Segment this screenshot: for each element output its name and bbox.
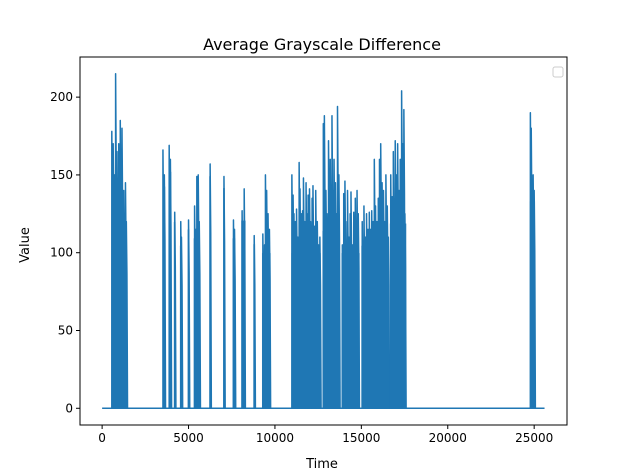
series-burst xyxy=(253,234,257,410)
y-tick-label: 150 xyxy=(50,168,73,182)
series-line xyxy=(241,188,247,410)
y-axis-label: Value xyxy=(18,227,33,263)
series-burst xyxy=(529,111,537,410)
series-line xyxy=(291,161,322,410)
series-line xyxy=(253,234,257,410)
series-line xyxy=(187,219,191,410)
series-burst xyxy=(173,211,177,410)
series-line xyxy=(162,149,167,410)
plot-area: 0 5000 10000 15000 20000 25000 0 50 100 150 200 xyxy=(50,56,568,445)
series-line xyxy=(232,219,237,410)
legend-box xyxy=(552,66,564,78)
series-line xyxy=(361,143,391,410)
x-tick-label: 5000 xyxy=(173,431,204,445)
x-tick-label: 25000 xyxy=(515,431,553,445)
series-line xyxy=(389,90,407,410)
series-burst xyxy=(162,149,167,410)
x-tick-label: 15000 xyxy=(342,431,380,445)
series-line xyxy=(173,211,177,410)
series-burst xyxy=(179,220,184,410)
y-tick-label: 200 xyxy=(50,90,73,104)
series-line xyxy=(179,220,184,410)
series-burst xyxy=(341,180,361,410)
series-line xyxy=(341,180,361,410)
series-burst xyxy=(389,90,407,410)
series-line xyxy=(193,174,202,410)
ticks-group: 0 5000 10000 15000 20000 25000 0 50 100 150 200 xyxy=(50,90,553,445)
series-burst xyxy=(209,163,213,410)
series-line xyxy=(261,174,272,410)
series-line xyxy=(529,111,537,410)
series-burst xyxy=(241,188,247,410)
series-line xyxy=(322,105,341,410)
y-tick-label: 100 xyxy=(50,246,73,260)
x-tick-label: 10000 xyxy=(256,431,294,445)
series-burst xyxy=(361,143,391,410)
series-burst xyxy=(111,73,129,410)
series-group xyxy=(102,73,545,410)
x-tick-label: 20000 xyxy=(429,431,467,445)
series-burst xyxy=(232,219,237,410)
series-line xyxy=(111,73,129,410)
y-tick-label: 0 xyxy=(65,401,73,415)
series-burst xyxy=(168,144,173,410)
x-axis-label: Time xyxy=(305,457,338,472)
series-burst xyxy=(223,175,226,410)
series-line xyxy=(209,163,213,410)
series-line xyxy=(223,175,226,410)
y-tick-label: 50 xyxy=(58,323,73,337)
x-tick-label: 0 xyxy=(98,431,106,445)
series-line xyxy=(168,144,173,410)
chart-title: Average Grayscale Difference xyxy=(203,35,441,54)
series-burst xyxy=(322,105,341,410)
series-burst xyxy=(187,219,191,410)
axes-frame xyxy=(79,56,568,426)
series-burst xyxy=(261,174,272,410)
series-burst xyxy=(193,174,202,410)
series-burst xyxy=(291,161,322,410)
